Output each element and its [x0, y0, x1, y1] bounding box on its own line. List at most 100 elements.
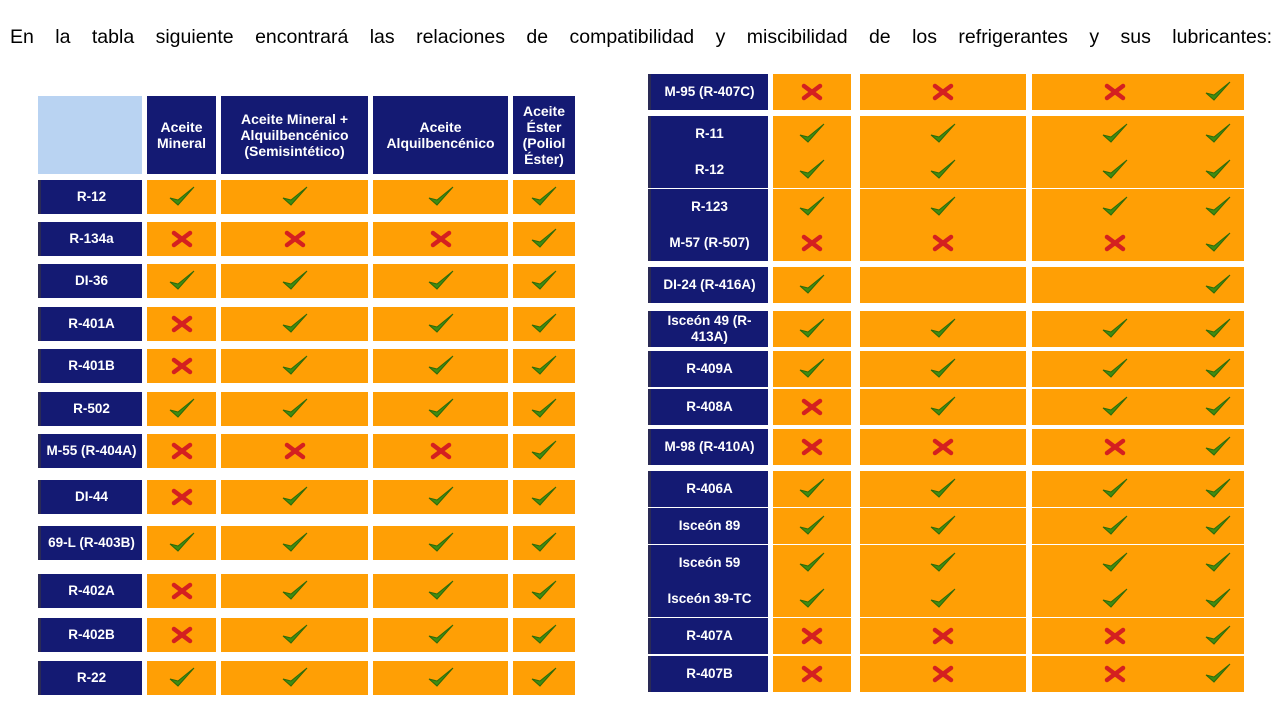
check-icon	[1203, 550, 1233, 576]
compat-cell	[860, 116, 1026, 152]
check-icon	[426, 184, 456, 210]
refrigerant-label: M-95 (R-407C)	[648, 74, 768, 110]
cross-icon	[1103, 233, 1127, 253]
refrigerant-label: Isceón 89	[648, 508, 768, 544]
refrigerant-label: Isceón 59	[648, 545, 768, 581]
check-icon	[167, 396, 197, 422]
compat-cell	[860, 225, 1026, 261]
compat-cell	[513, 307, 575, 341]
cross-icon	[170, 581, 194, 601]
compat-cell	[147, 526, 216, 560]
refrigerant-label: DI-44	[38, 480, 142, 514]
compat-cell	[773, 545, 851, 581]
compat-cell	[513, 222, 575, 256]
cross-icon	[800, 437, 824, 457]
check-icon	[1100, 513, 1130, 539]
compat-cell	[1192, 267, 1244, 303]
compat-cell	[1192, 545, 1244, 581]
cross-icon	[931, 233, 955, 253]
check-icon	[529, 622, 559, 648]
column-header-alkylbenzene: Aceite Alquilbencénico	[373, 96, 508, 174]
check-icon	[928, 157, 958, 183]
check-icon	[426, 268, 456, 294]
check-icon	[280, 578, 310, 604]
compat-cell	[773, 116, 851, 152]
compat-cell	[773, 508, 851, 544]
compat-cell	[1032, 389, 1198, 425]
check-icon	[529, 438, 559, 464]
compat-cell	[860, 267, 1026, 303]
check-icon	[280, 396, 310, 422]
compat-cell	[147, 434, 216, 468]
check-icon	[928, 316, 958, 342]
table-row: R-402B	[38, 618, 578, 652]
table-row: M-57 (R-507)	[648, 225, 1248, 261]
check-icon	[529, 184, 559, 210]
compat-cell	[860, 189, 1026, 225]
compat-cell	[147, 392, 216, 426]
check-icon	[928, 394, 958, 420]
check-icon	[797, 157, 827, 183]
refrigerant-label: R-11	[648, 116, 768, 152]
cross-icon	[1103, 664, 1127, 684]
table-row: R-408A	[648, 389, 1248, 425]
compat-cell	[1192, 471, 1244, 507]
table-row: Isceón 59	[648, 545, 1248, 581]
compat-cell	[1032, 351, 1198, 387]
refrigerant-label: R-407B	[648, 656, 768, 692]
check-icon	[280, 268, 310, 294]
cross-icon	[170, 356, 194, 376]
refrigerant-label: DI-24 (R-416A)	[648, 267, 768, 303]
compat-cell	[860, 311, 1026, 347]
table-row: R-11	[648, 116, 1248, 152]
compat-cell	[773, 429, 851, 465]
compat-cell	[147, 264, 216, 298]
compat-cell	[221, 618, 368, 652]
check-icon	[280, 530, 310, 556]
column-header-mineral: Aceite Mineral	[147, 96, 216, 174]
compat-cell	[1192, 311, 1244, 347]
compat-cell	[373, 392, 508, 426]
compat-cell	[373, 526, 508, 560]
compat-cell	[373, 349, 508, 383]
check-icon	[1203, 194, 1233, 220]
table-row: Isceón 49 (R-413A)	[648, 311, 1248, 347]
check-icon	[928, 194, 958, 220]
refrigerant-label: R-402B	[38, 618, 142, 652]
check-icon	[426, 530, 456, 556]
compat-cell	[373, 434, 508, 468]
compat-cell	[773, 267, 851, 303]
compat-cell	[513, 264, 575, 298]
compat-cell	[373, 264, 508, 298]
check-icon	[529, 353, 559, 379]
cross-icon	[800, 664, 824, 684]
compat-cell	[1192, 189, 1244, 225]
refrigerant-label: R-401A	[38, 307, 142, 341]
refrigerant-label: 69-L (R-403B)	[38, 526, 142, 560]
refrigerant-label: Isceón 49 (R-413A)	[648, 311, 768, 347]
compat-cell	[221, 180, 368, 214]
check-icon	[1203, 623, 1233, 649]
check-icon	[1203, 661, 1233, 687]
check-icon	[1203, 476, 1233, 502]
table-row: DI-44	[38, 480, 578, 514]
cross-icon	[283, 229, 307, 249]
cross-icon	[170, 487, 194, 507]
compat-cell	[513, 392, 575, 426]
compat-cell	[147, 222, 216, 256]
check-icon	[1203, 394, 1233, 420]
check-icon	[1100, 121, 1130, 147]
check-icon	[928, 550, 958, 576]
check-icon	[797, 586, 827, 612]
check-icon	[529, 665, 559, 691]
compat-cell	[513, 180, 575, 214]
check-icon	[280, 353, 310, 379]
refrigerant-label: R-401B	[38, 349, 142, 383]
check-icon	[280, 622, 310, 648]
table-row: R-22	[38, 661, 578, 695]
compat-cell	[860, 656, 1026, 692]
cross-icon	[800, 397, 824, 417]
check-icon	[426, 484, 456, 510]
table-row: DI-24 (R-416A)	[648, 267, 1248, 303]
check-icon	[797, 194, 827, 220]
